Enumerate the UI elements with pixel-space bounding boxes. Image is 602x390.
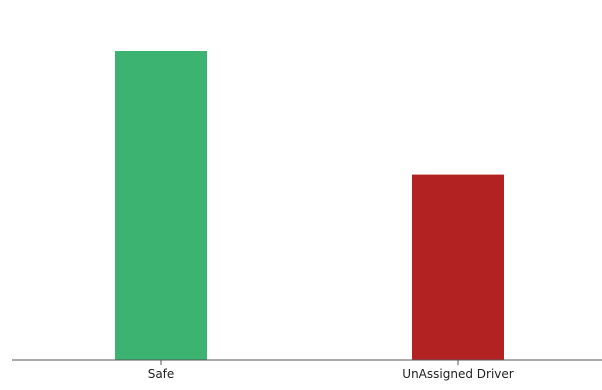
bars-group <box>115 51 504 360</box>
x-tick-label: UnAssigned Driver <box>402 367 513 381</box>
x-tick-label: Safe <box>148 367 175 381</box>
x-tick-labels: Safe UnAssigned Driver <box>148 360 514 381</box>
bar-unassigned-driver <box>412 174 504 360</box>
bar-safe <box>115 51 207 360</box>
